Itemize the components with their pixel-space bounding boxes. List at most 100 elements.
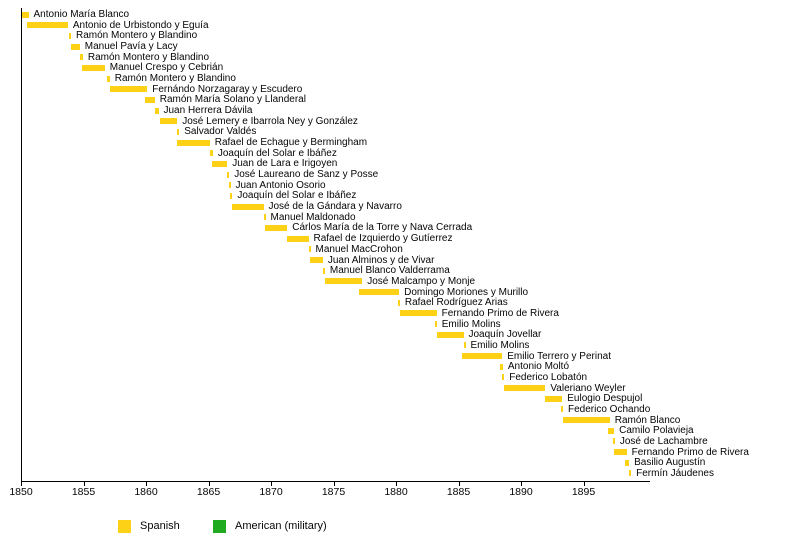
x-axis-tick [21,481,22,486]
bar-label: José Malcampo y Monje [367,275,476,287]
timeline-bar [82,64,105,71]
bar-label: Emilio Molins [441,318,501,330]
x-axis-tick-label: 1890 [509,486,533,498]
bar-label: Manuel Blanco Valderrama [329,265,450,277]
timeline-bar [397,299,400,306]
timeline-bar [287,235,309,242]
timeline-bar [227,171,230,178]
bar-label: Antonio María Blanco [33,9,130,20]
x-axis-tick [396,481,397,486]
timeline-bar [228,182,231,189]
x-axis-tick-label: 1850 [9,486,33,498]
timeline-bar [503,385,546,392]
timeline-bar [612,438,615,445]
x-axis-tick-label: 1895 [571,486,596,498]
legend-swatch-spanish [118,520,131,533]
bar-label: Ramón María Solano y Llanderal [159,94,306,106]
bar-label: Ramón Montero y Blandino [76,30,198,42]
x-axis-line [21,481,650,482]
timeline-bar [625,459,630,466]
timeline-bar [399,310,437,317]
bar-label: Manuel Pavía y Lacy [84,41,178,53]
bar-label: Basilio Augustín [634,457,706,469]
timeline-bar [434,321,437,328]
timeline-bar [21,11,29,18]
timeline-bar [177,139,210,146]
legend: Spanish American (military) [0,519,800,535]
x-axis-tick-label: 1870 [259,486,283,498]
timeline-bar [561,406,563,413]
bar-label: Fernando Primo de Rivera [441,307,559,319]
timeline-bar [154,107,159,114]
timeline-bar [210,150,213,157]
bar-label: Manuel MacCrohon [315,243,403,255]
timeline-bar [436,331,464,338]
bar-label: Manuel Maldonado [270,211,356,223]
bar-label: Joaquín del Solar e Ibáñez [217,147,337,159]
bar-label: Juan de Lara e Irigoyen [232,158,338,170]
bar-label: Juan Antonio Osorio [235,179,326,191]
timeline-bar [159,118,178,125]
bar-label: Fermín Jáudenes [636,467,714,479]
bar-label: Manuel Crespo y Cebrián [109,62,224,74]
bar-label: Federico Lobatón [509,371,588,383]
x-axis-tick [271,481,272,486]
x-axis-tick [583,481,585,486]
x-axis-tick-label: 1860 [134,486,158,498]
bar-label: Antonio Moltó [507,361,570,373]
bar-label: José Lemery e Ibarrola Ney y González [182,115,358,127]
timeline-bar [463,342,466,349]
bar-label: Fernándo Norzagaray y Escudero [152,83,303,95]
legend-swatch-american-military [213,520,226,533]
bar-label: Antonio de Urbistondo y Eguía [72,19,209,31]
bar-label: José Laureano de Sanz y Posse [234,169,379,181]
timeline-bar [629,470,632,477]
bar-label: Joaquín Jovellar [468,329,542,341]
bar-label: Emilio Terrero y Perinat [507,350,611,362]
timeline-bar [502,374,505,381]
bar-label: Camilo Polavieja [619,425,694,437]
bar-label: Eulogio Despujol [567,393,643,405]
timeline-bar [613,449,627,456]
timeline-bar [309,257,323,263]
x-axis-tick [458,481,460,486]
timeline-bar [607,427,615,434]
legend-label-american-military: American (military) [235,520,327,532]
timeline-bar [263,214,266,221]
x-axis-tick [83,481,85,486]
timeline-bar [80,54,83,61]
bar-label: Rafael de Izquierdo y Gutíerrez [313,233,453,245]
bar-label: Valeriano Weyler [550,382,626,394]
bar-label: Juan Alminos y de Vivar [327,254,435,266]
x-axis-tick [521,481,522,486]
timeline-bar [27,22,68,29]
bar-label: Cárlos María de la Torre y Nava Cerrada [292,222,473,234]
timeline-bar [109,86,148,93]
x-axis-tick [208,481,210,486]
timeline-bar [562,417,610,424]
timeline-bar [231,203,264,210]
bar-label: Joaquín del Solar e Ibáñez [237,190,357,202]
timeline-bar [462,353,503,360]
bar-label: Rafael Rodríguez Arias [404,297,508,309]
x-axis-tick-label: 1875 [321,486,346,498]
timeline-bar [264,224,288,231]
x-axis-tick-label: 1885 [446,486,471,498]
y-axis-line [21,8,22,482]
timeline-bar [106,75,110,82]
timeline-bar [71,43,80,50]
timeline-bar [212,160,228,167]
legend-label-spanish: Spanish [140,520,180,532]
x-axis-tick [146,481,147,486]
timeline-bar [544,395,563,402]
timeline-bar [144,96,155,103]
bar-label: Ramón Montero y Blandino [87,51,210,63]
timeline-bar [308,246,311,253]
timeline-bar [324,278,363,285]
x-axis-tick-label: 1865 [196,486,221,498]
bar-label: Ramón Blanco [614,414,681,426]
x-axis-tick-label: 1855 [71,486,96,498]
bar-label: Emilio Molins [470,339,530,351]
timeline-bar [68,32,71,39]
bar-label: Domingo Moriones y Murillo [404,286,529,298]
